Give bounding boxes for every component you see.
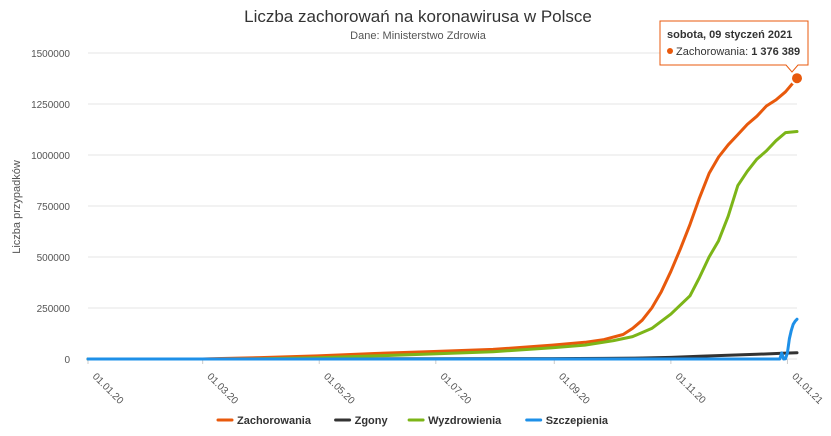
tooltip-value: 1 376 389: [751, 46, 800, 58]
series-line-szczepienia[interactable]: [86, 317, 799, 361]
tooltip-value-line: Zachorowania: 1 376 389: [676, 46, 800, 58]
x-tick-label: 01.03.20: [205, 371, 241, 407]
chart-subtitle: Dane: Ministerstwo Zdrowia: [350, 30, 487, 42]
series-lines[interactable]: [86, 76, 799, 361]
tooltip-series-marker: [667, 48, 673, 54]
y-axis: 0 250000 500000 750000 1000000 1250000 1500000: [31, 49, 70, 366]
legend-item-szczepienia[interactable]: Szczepienia: [525, 415, 609, 427]
y-tick-label: 750000: [37, 202, 71, 213]
y-tick-label: 500000: [37, 253, 71, 264]
y-tick-label: 250000: [37, 304, 71, 315]
y-tick-label: 0: [64, 355, 70, 366]
series-line-zachorowania[interactable]: [86, 76, 799, 361]
x-tick-label: 01.09.20: [556, 371, 592, 407]
legend-label: Zachorowania: [237, 415, 312, 427]
hover-point-marker[interactable]: [790, 71, 804, 86]
legend[interactable]: Zachorowania Zgony Wyzdrowienia Szczepienia: [216, 415, 609, 427]
y-axis-label: Liczba przypadków: [11, 160, 23, 254]
x-tick-label: 01.01.21: [789, 371, 825, 407]
grid: [88, 52, 797, 360]
x-tick-label: 01.01.20: [90, 371, 126, 407]
tooltip: sobota, 09 styczeń 2021 Zachorowania: 1 …: [659, 20, 809, 73]
tooltip-box: [659, 20, 809, 73]
x-tick-label: 01.05.20: [321, 371, 357, 407]
chart-title: Liczba zachorowań na koronawirusa w Pols…: [244, 7, 592, 26]
legend-item-zgony[interactable]: Zgony: [334, 415, 389, 427]
legend-label: Zgony: [355, 415, 389, 427]
legend-item-zachorowania[interactable]: Zachorowania: [216, 415, 312, 427]
tooltip-date: sobota, 09 styczeń 2021: [667, 29, 792, 41]
y-tick-label: 1500000: [31, 49, 70, 60]
y-tick-label: 1250000: [31, 100, 70, 111]
legend-label: Wyzdrowienia: [428, 415, 502, 427]
x-tick-label: 01.11.20: [673, 371, 708, 406]
legend-label: Szczepienia: [546, 415, 609, 427]
x-tick-label: 01.07.20: [438, 371, 474, 407]
series-line-wyzdrowienia[interactable]: [86, 130, 799, 361]
legend-item-wyzdrowienia[interactable]: Wyzdrowienia: [407, 415, 502, 427]
tooltip-colon: :: [745, 46, 751, 58]
tooltip-series-label: Zachorowania: [676, 46, 746, 58]
x-axis: 01.01.20 01.03.20 01.05.20 01.07.20 01.09.20…: [87, 359, 825, 407]
y-tick-label: 1000000: [31, 151, 70, 162]
